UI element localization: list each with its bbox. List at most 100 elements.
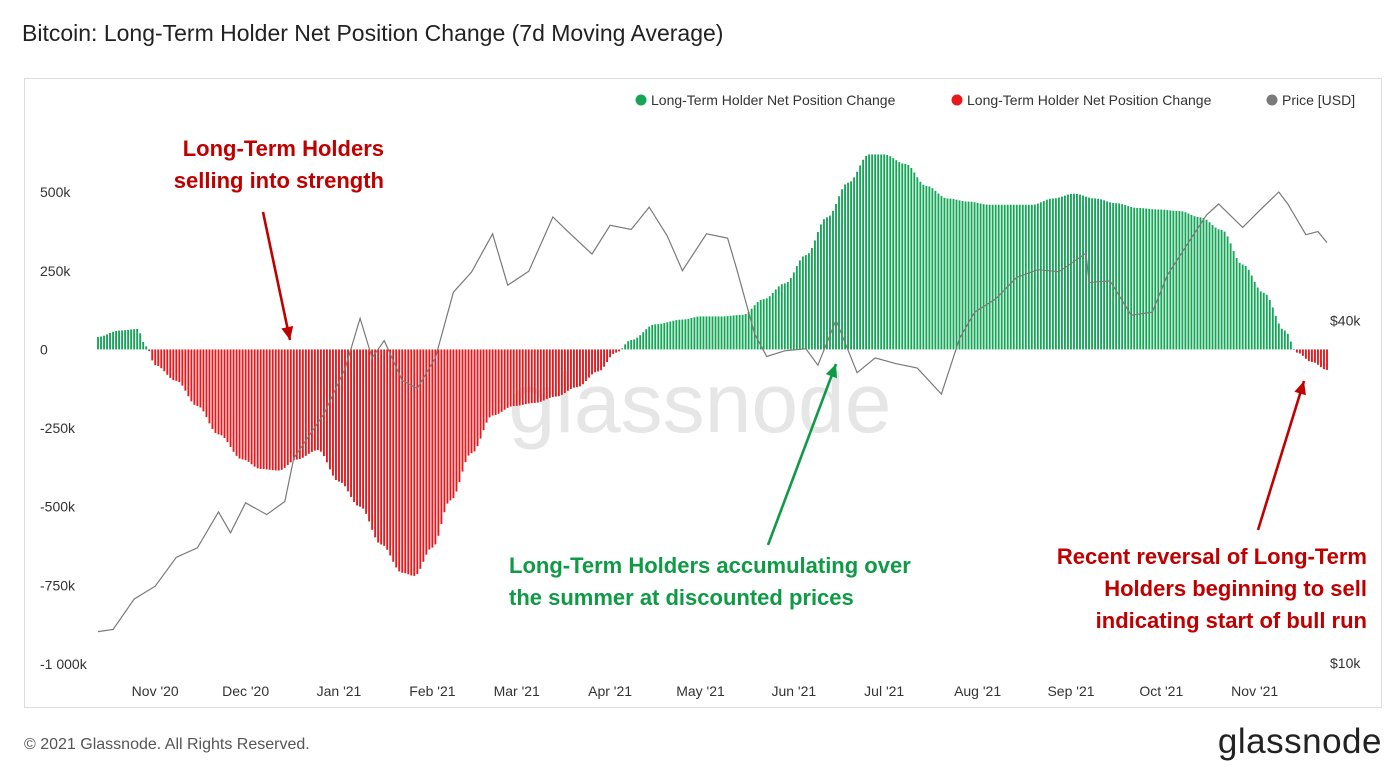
bar-2021-03-25 — [588, 349, 590, 378]
bar-2020-11-27 — [232, 349, 235, 452]
bar-2021-03-14 — [554, 349, 557, 397]
bar-2021-11-05 — [1265, 294, 1268, 350]
bar-2021-09-18 — [1121, 204, 1124, 350]
bar-2021-01-19 — [392, 349, 395, 562]
bar-2021-07-23 — [949, 198, 952, 350]
bar-2021-06-07 — [810, 247, 813, 350]
bar-2021-10-19 — [1214, 227, 1217, 350]
bar-2021-08-12 — [1009, 204, 1012, 350]
bar-2021-10-11 — [1190, 214, 1193, 350]
bar-2021-06-06 — [807, 253, 810, 350]
bar-2021-02-04 — [440, 349, 443, 525]
bar-2021-10-08 — [1181, 211, 1184, 350]
bar-2021-04-11 — [639, 335, 642, 350]
bar-2021-05-28 — [780, 284, 783, 350]
bar-2021-01-26 — [413, 349, 416, 576]
bar-2021-08-02 — [979, 203, 982, 350]
bar-2021-01-11 — [368, 349, 371, 522]
bar-2021-06-25 — [865, 155, 868, 350]
bar-2020-12-08 — [265, 349, 268, 470]
bar-2021-01-06 — [353, 349, 355, 502]
bar-2021-10-05 — [1172, 210, 1175, 350]
bar-2021-04-26 — [684, 319, 687, 350]
bar-2020-10-20 — [118, 330, 121, 350]
bar-2021-10-14 — [1199, 217, 1202, 350]
bar-2021-01-25 — [410, 349, 413, 576]
bar-2021-08-31 — [1067, 194, 1069, 350]
bar-2021-02-28 — [512, 349, 515, 407]
bar-2021-04-19 — [663, 323, 666, 350]
bar-2021-09-26 — [1145, 208, 1148, 350]
x-tick-3: Feb '21 — [409, 683, 455, 699]
bar-2021-11-07 — [1271, 307, 1274, 350]
bar-2021-07-24 — [952, 199, 955, 350]
bar-2020-11-08 — [175, 349, 178, 381]
x-tick-6: May '21 — [676, 683, 725, 699]
bar-2021-03-10 — [542, 349, 545, 401]
bar-2021-05-25 — [771, 293, 774, 350]
bar-2021-10-12 — [1193, 216, 1196, 350]
bar-2021-04-04 — [618, 349, 621, 352]
bar-2021-09-13 — [1106, 201, 1109, 350]
bar-2021-06-19 — [847, 182, 849, 350]
bar-2021-03-09 — [539, 349, 542, 402]
x-tick-11: Oct '21 — [1139, 683, 1183, 699]
bar-2021-09-24 — [1139, 207, 1142, 350]
bar-2020-11-13 — [190, 349, 193, 402]
legend-label-0: Long-Term Holder Net Position Change — [651, 92, 896, 108]
bar-2021-08-18 — [1027, 204, 1030, 350]
bar-2021-08-08 — [997, 204, 1000, 350]
bar-2021-10-02 — [1163, 209, 1166, 350]
bar-2021-01-20 — [395, 349, 398, 568]
bar-2020-10-17 — [109, 333, 111, 350]
bar-2021-05-26 — [774, 289, 777, 350]
y-right-tick-1: $10k — [1330, 655, 1361, 671]
bar-2021-02-16 — [476, 349, 479, 447]
bar-2021-08-07 — [994, 204, 997, 350]
bar-2021-05-13 — [735, 315, 738, 350]
bar-2021-08-11 — [1006, 204, 1009, 350]
bar-2020-12-05 — [256, 349, 259, 469]
bar-2021-07-05 — [895, 160, 898, 350]
bar-2021-02-15 — [473, 349, 476, 452]
bar-2021-01-21 — [398, 349, 401, 572]
bar-2021-02-17 — [479, 349, 482, 439]
bar-2021-03-13 — [551, 349, 554, 397]
brand-logo: glassnode — [1217, 722, 1382, 761]
bar-2021-03-28 — [597, 349, 599, 372]
bar-2021-10-27 — [1238, 262, 1241, 350]
bar-2021-03-02 — [518, 349, 521, 406]
bar-2020-11-28 — [235, 349, 238, 456]
bar-2021-11-18 — [1304, 349, 1307, 359]
bar-2021-09-17 — [1118, 203, 1121, 350]
bar-2021-05-29 — [783, 283, 786, 350]
arrow-accumulating-head — [825, 364, 837, 379]
bar-2020-11-02 — [157, 349, 160, 366]
bar-2021-11-16 — [1298, 349, 1301, 354]
bar-2020-12-17 — [292, 349, 295, 461]
bar-2021-10-04 — [1169, 210, 1172, 350]
bar-2021-05-18 — [750, 308, 753, 350]
bar-2021-05-07 — [717, 316, 720, 350]
bar-2021-09-21 — [1130, 207, 1133, 350]
bar-2021-02-10 — [458, 349, 461, 483]
bar-2021-08-06 — [991, 204, 994, 350]
legend-dot-2 — [1266, 94, 1278, 106]
bar-2021-07-25 — [955, 199, 958, 350]
bar-2020-11-12 — [187, 349, 190, 397]
bar-2021-03-08 — [536, 349, 539, 403]
bar-2021-04-17 — [657, 324, 660, 350]
bar-2021-01-23 — [404, 349, 407, 574]
bar-2021-10-18 — [1211, 225, 1214, 350]
bar-2021-07-21 — [943, 197, 946, 350]
bar-2021-10-01 — [1160, 209, 1163, 350]
bar-2021-08-15 — [1018, 204, 1021, 350]
x-tick-2: Jan '21 — [317, 683, 362, 699]
bar-2021-09-22 — [1133, 207, 1136, 350]
bar-2021-01-07 — [356, 349, 358, 506]
chart-title: Bitcoin: Long-Term Holder Net Position C… — [22, 20, 724, 46]
bar-2020-12-23 — [310, 349, 313, 452]
bar-2020-12-21 — [304, 349, 307, 456]
bar-2021-05-12 — [732, 315, 735, 350]
bar-2021-11-09 — [1277, 323, 1280, 350]
